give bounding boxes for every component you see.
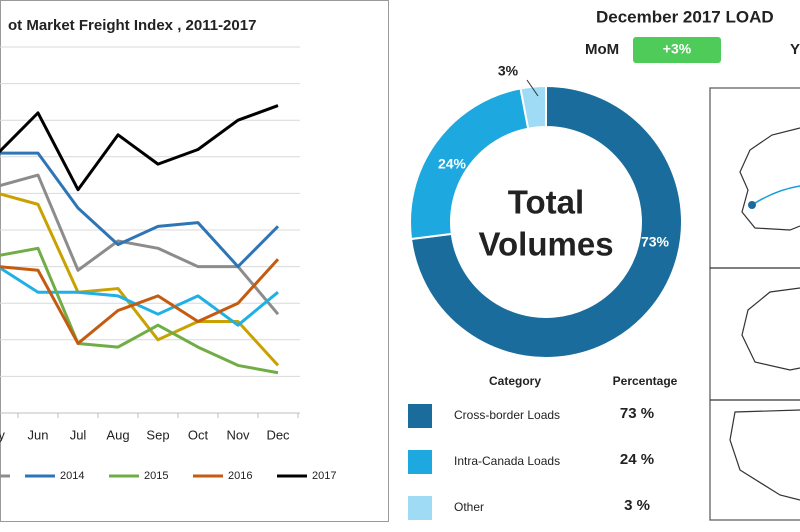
series-line — [0, 173, 280, 316]
donut-slice — [519, 84, 547, 130]
legend-label: 2014 — [60, 470, 84, 482]
x-tick-label: Jun — [28, 427, 49, 442]
x-tick-label: Nov — [226, 427, 250, 442]
slice-label: 3% — [498, 63, 519, 79]
chart-title: ot Market Freight Index , 2011-2017 — [8, 17, 256, 34]
map-marker — [748, 201, 756, 209]
table-category: Other — [454, 500, 484, 514]
donut-slice — [409, 84, 683, 359]
legend-label: 2015 — [144, 470, 168, 482]
slice-label: 73% — [641, 234, 670, 250]
x-tick-label: Dec — [266, 427, 290, 442]
chart-frame — [0, 0, 389, 522]
legend-swatch — [408, 496, 432, 520]
x-tick-label: Aug — [106, 427, 129, 442]
slice-label: 24% — [438, 156, 467, 172]
legend-label: 2016 — [228, 470, 252, 482]
yoy-label: Y — [790, 41, 800, 58]
legend-swatch — [408, 404, 432, 428]
table-header: Percentage — [613, 374, 678, 388]
x-tick-label: ay — [0, 427, 5, 442]
center-text: Total — [508, 184, 584, 221]
series-line — [0, 258, 280, 345]
table-percent: 3 % — [624, 497, 650, 514]
table-percent: 24 % — [620, 451, 654, 468]
table-category: Cross-border Loads — [454, 408, 560, 422]
x-tick-label: Jul — [70, 427, 87, 442]
table-percent: 73 % — [620, 405, 654, 422]
label-leader — [526, 79, 539, 97]
map-panel — [709, 87, 800, 521]
table-header: Category — [489, 374, 541, 388]
legend-label: 2017 — [312, 470, 336, 482]
legend-swatch — [408, 450, 432, 474]
table-category: Intra-Canada Loads — [454, 454, 560, 468]
series-line — [0, 246, 279, 375]
center-text: Volumes — [478, 226, 613, 263]
series-line — [0, 266, 279, 327]
series-line — [0, 151, 280, 269]
mom-value: +3% — [663, 41, 692, 57]
series-line — [0, 104, 279, 192]
mom-label: MoM — [585, 41, 619, 58]
header-title: December 2017 LOAD — [596, 7, 774, 26]
x-tick-label: Sep — [146, 427, 169, 442]
mom-badge — [633, 37, 721, 63]
x-tick-label: Oct — [188, 427, 209, 442]
